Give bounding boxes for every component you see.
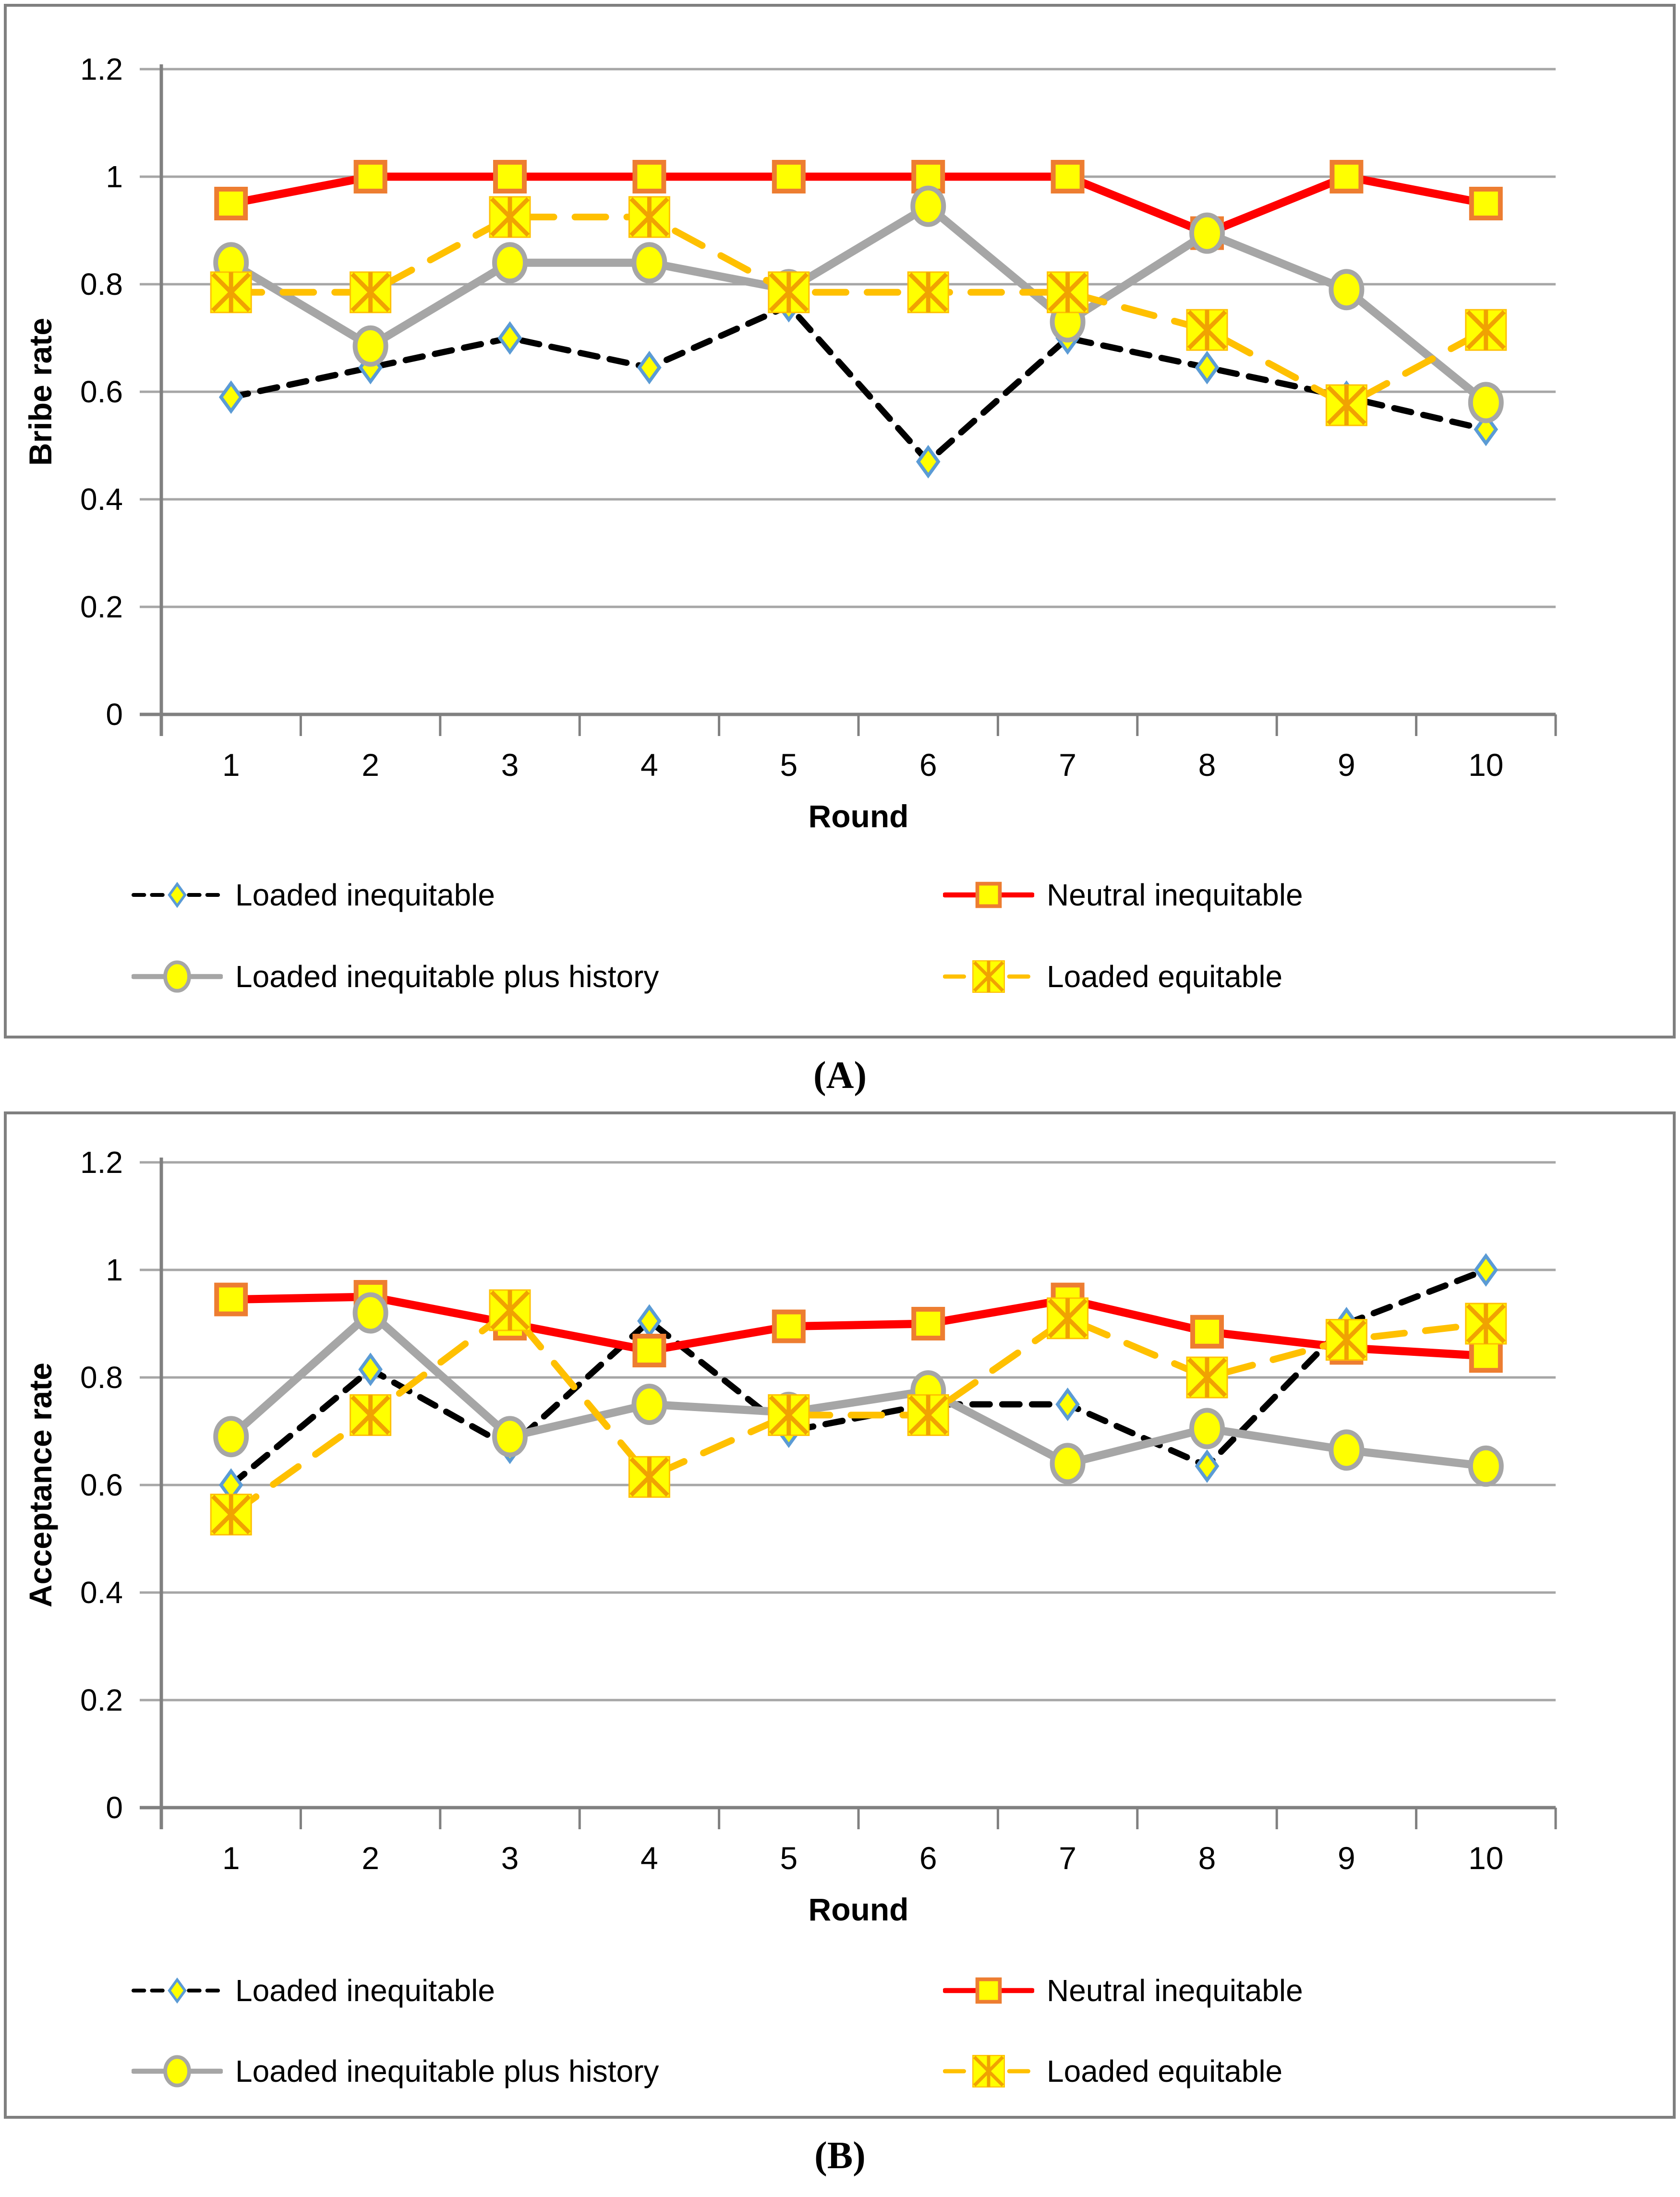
svg-text:0.6: 0.6 bbox=[80, 374, 123, 409]
legend-item-loaded-inequitable-a: Loaded inequitable bbox=[132, 869, 495, 921]
svg-text:1.2: 1.2 bbox=[80, 1145, 123, 1180]
legend-marker-square-icon bbox=[943, 881, 1034, 908]
x-axis-title-round-a: Round bbox=[808, 798, 909, 834]
svg-text:1.2: 1.2 bbox=[80, 52, 123, 86]
svg-text:4: 4 bbox=[641, 747, 658, 783]
legend-marker-circle-icon bbox=[132, 2055, 223, 2088]
caption-b: (B) bbox=[814, 2135, 866, 2177]
legend-marker-diamond-icon bbox=[132, 1977, 223, 2004]
panel-a-bribe-rate: 0 0.2 0.4 0.6 0.8 1 1.2 1 2 3 4 5 6 7 8 9 10 Bribe rate … bbox=[4, 4, 1676, 1038]
svg-text:3: 3 bbox=[501, 747, 519, 783]
legend-marker-circle-icon bbox=[132, 960, 223, 993]
legend-item-loaded-equitable-a: Loaded equitable bbox=[943, 950, 1282, 1003]
legend-item-neutral-inequitable-a: Neutral inequitable bbox=[943, 869, 1303, 921]
bribe-rate-chart: 0 0.2 0.4 0.6 0.8 1 1.2 1 2 3 4 5 6 7 8 9 10 bbox=[80, 52, 1557, 783]
legend-marker-x-icon bbox=[943, 2055, 1034, 2088]
svg-text:6: 6 bbox=[919, 1840, 937, 1876]
svg-text:1: 1 bbox=[222, 747, 240, 783]
legend-label: Loaded inequitable plus history bbox=[235, 959, 659, 994]
legend-item-loaded-inequitable-b: Loaded inequitable bbox=[132, 1964, 495, 2017]
series-loaded-equitable bbox=[210, 1289, 1507, 1536]
svg-text:2: 2 bbox=[362, 1840, 379, 1876]
legend-item-loaded-inequitable-plus-history-a: Loaded inequitable plus history bbox=[132, 950, 659, 1003]
svg-text:10: 10 bbox=[1468, 1840, 1503, 1876]
svg-text:10: 10 bbox=[1468, 747, 1503, 783]
y-axis-tick-labels: 0 0.2 0.4 0.6 0.8 1 1.2 bbox=[80, 1145, 123, 1825]
legend-item-loaded-equitable-b: Loaded equitable bbox=[943, 2045, 1282, 2098]
series-loaded-equitable bbox=[210, 196, 1507, 426]
x-axis-tick-labels: 1 2 3 4 5 6 7 8 9 10 bbox=[222, 747, 1504, 783]
legend-label: Neutral inequitable bbox=[1047, 1973, 1303, 2008]
svg-text:7: 7 bbox=[1059, 1840, 1076, 1876]
svg-text:0.4: 0.4 bbox=[80, 482, 123, 517]
svg-text:0.6: 0.6 bbox=[80, 1468, 123, 1502]
svg-text:0: 0 bbox=[106, 1790, 123, 1825]
svg-text:0.2: 0.2 bbox=[80, 590, 123, 624]
x-axis-tick-labels: 1 2 3 4 5 6 7 8 9 10 bbox=[222, 1840, 1504, 1876]
svg-text:4: 4 bbox=[641, 1840, 658, 1876]
legend-label: Loaded equitable bbox=[1047, 959, 1283, 994]
svg-text:1: 1 bbox=[106, 1253, 123, 1287]
svg-text:1: 1 bbox=[106, 159, 123, 194]
acceptance-rate-chart: 0 0.2 0.4 0.6 0.8 1 1.2 1 2 3 4 5 6 7 8 9 10 bbox=[80, 1145, 1557, 1876]
y-axis-title-bribe-rate: Bribe rate bbox=[23, 317, 58, 466]
legend-item-neutral-inequitable-b: Neutral inequitable bbox=[943, 1964, 1303, 2017]
series-neutral-inequitable bbox=[214, 1280, 1503, 1373]
legend-label: Neutral inequitable bbox=[1047, 878, 1303, 912]
svg-text:6: 6 bbox=[919, 747, 937, 783]
svg-text:5: 5 bbox=[780, 747, 798, 783]
svg-text:0.4: 0.4 bbox=[80, 1575, 123, 1610]
caption-a: (A) bbox=[813, 1054, 867, 1097]
svg-text:3: 3 bbox=[501, 1840, 519, 1876]
svg-text:1: 1 bbox=[222, 1840, 240, 1876]
x-axis-title-round-b: Round bbox=[808, 1892, 909, 1927]
legend-label: Loaded inequitable plus history bbox=[235, 2054, 659, 2088]
svg-text:0.8: 0.8 bbox=[80, 1360, 123, 1395]
panel-b-acceptance-rate: 0 0.2 0.4 0.6 0.8 1 1.2 1 2 3 4 5 6 7 8 9 10 Acceptance … bbox=[4, 1111, 1676, 2119]
legend-marker-x-icon bbox=[943, 960, 1034, 993]
svg-text:2: 2 bbox=[362, 747, 379, 783]
svg-text:7: 7 bbox=[1059, 747, 1076, 783]
legend-marker-diamond-icon bbox=[132, 881, 223, 908]
y-axis-title-acceptance-rate: Acceptance rate bbox=[23, 1363, 58, 1607]
legend-label: Loaded equitable bbox=[1047, 2054, 1283, 2088]
svg-text:0.2: 0.2 bbox=[80, 1683, 123, 1717]
svg-text:9: 9 bbox=[1338, 747, 1355, 783]
svg-text:5: 5 bbox=[780, 1840, 798, 1876]
axes bbox=[140, 1158, 1557, 1829]
legend-item-loaded-inequitable-plus-history-b: Loaded inequitable plus history bbox=[132, 2045, 659, 2098]
legend-label: Loaded inequitable bbox=[235, 1973, 495, 2008]
legend-marker-square-icon bbox=[943, 1977, 1034, 2004]
svg-text:0: 0 bbox=[106, 697, 123, 732]
svg-text:8: 8 bbox=[1198, 1840, 1216, 1876]
svg-text:9: 9 bbox=[1338, 1840, 1355, 1876]
y-axis-tick-labels: 0 0.2 0.4 0.6 0.8 1 1.2 bbox=[80, 52, 123, 732]
legend-label: Loaded inequitable bbox=[235, 878, 495, 912]
axes bbox=[140, 64, 1557, 736]
series-neutral-inequitable bbox=[214, 160, 1503, 250]
svg-text:0.8: 0.8 bbox=[80, 267, 123, 302]
svg-text:8: 8 bbox=[1198, 747, 1216, 783]
